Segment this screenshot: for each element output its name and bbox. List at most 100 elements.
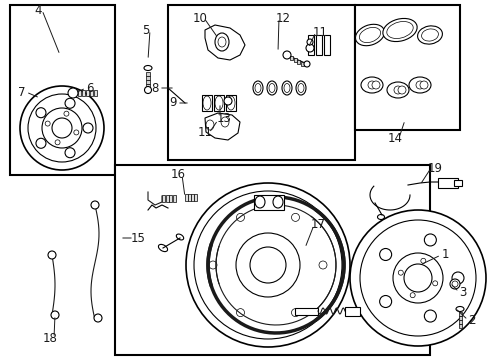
Bar xyxy=(162,195,165,202)
Bar xyxy=(254,195,284,210)
Bar xyxy=(115,165,430,355)
Bar xyxy=(188,194,191,201)
Circle shape xyxy=(250,247,286,283)
Bar xyxy=(295,308,318,315)
Circle shape xyxy=(319,261,327,269)
Bar xyxy=(454,180,462,186)
Circle shape xyxy=(393,253,443,303)
Bar xyxy=(459,324,462,328)
Circle shape xyxy=(307,39,313,45)
Bar xyxy=(166,195,169,202)
Bar xyxy=(146,84,150,87)
Text: 14: 14 xyxy=(388,131,402,144)
Text: 15: 15 xyxy=(130,231,146,244)
Circle shape xyxy=(65,98,75,108)
Ellipse shape xyxy=(387,82,409,98)
Text: 13: 13 xyxy=(217,112,231,125)
Circle shape xyxy=(186,183,350,347)
Circle shape xyxy=(65,148,75,158)
Bar xyxy=(438,178,458,188)
Text: 10: 10 xyxy=(193,12,207,24)
Bar xyxy=(459,320,462,324)
Bar xyxy=(459,312,462,315)
Text: 11: 11 xyxy=(197,126,213,139)
Text: 18: 18 xyxy=(43,332,57,345)
Circle shape xyxy=(350,210,486,346)
Ellipse shape xyxy=(361,77,383,93)
Bar xyxy=(90,90,93,96)
Text: 7: 7 xyxy=(18,85,26,99)
Bar xyxy=(94,90,97,96)
Circle shape xyxy=(48,251,56,259)
Circle shape xyxy=(404,264,432,292)
Polygon shape xyxy=(205,25,245,60)
Circle shape xyxy=(52,118,72,138)
Circle shape xyxy=(398,270,403,275)
Circle shape xyxy=(224,97,232,105)
Circle shape xyxy=(36,138,46,148)
Ellipse shape xyxy=(356,24,385,46)
Bar xyxy=(202,95,212,111)
Bar xyxy=(185,194,188,201)
Circle shape xyxy=(410,293,415,298)
Text: 19: 19 xyxy=(427,162,442,175)
Circle shape xyxy=(283,51,291,59)
Bar xyxy=(146,72,150,76)
Circle shape xyxy=(64,111,69,116)
Bar xyxy=(308,35,314,55)
Bar xyxy=(78,90,81,96)
Text: 5: 5 xyxy=(142,23,149,36)
Circle shape xyxy=(91,201,99,209)
Circle shape xyxy=(368,81,376,89)
Bar xyxy=(86,90,89,96)
Circle shape xyxy=(42,108,82,148)
Ellipse shape xyxy=(417,26,442,44)
Bar xyxy=(316,35,322,55)
Circle shape xyxy=(20,86,104,170)
Circle shape xyxy=(83,123,93,133)
Polygon shape xyxy=(205,113,240,140)
Bar xyxy=(459,316,462,320)
Bar xyxy=(294,58,296,62)
Text: 6: 6 xyxy=(86,81,94,94)
Bar xyxy=(300,62,303,66)
Ellipse shape xyxy=(144,66,152,71)
Circle shape xyxy=(394,86,402,94)
Circle shape xyxy=(45,121,50,126)
Circle shape xyxy=(380,296,392,307)
Bar xyxy=(172,195,175,202)
Bar xyxy=(226,95,236,111)
Bar xyxy=(194,194,196,201)
Bar xyxy=(146,80,150,84)
Bar xyxy=(297,60,300,64)
Text: 17: 17 xyxy=(311,219,325,231)
Bar xyxy=(146,76,150,80)
Bar xyxy=(191,194,194,201)
Circle shape xyxy=(51,311,59,319)
Bar xyxy=(169,195,172,202)
Text: 8: 8 xyxy=(151,81,159,94)
Circle shape xyxy=(36,108,46,118)
Circle shape xyxy=(292,309,299,317)
Circle shape xyxy=(450,279,460,289)
Bar xyxy=(10,5,115,175)
Circle shape xyxy=(237,213,245,221)
Bar xyxy=(324,35,330,55)
Bar xyxy=(345,307,360,316)
Text: 3: 3 xyxy=(459,285,466,298)
Circle shape xyxy=(360,220,476,336)
Circle shape xyxy=(28,94,96,162)
Circle shape xyxy=(416,81,424,89)
Circle shape xyxy=(236,233,300,297)
Circle shape xyxy=(372,81,380,89)
Circle shape xyxy=(424,234,437,246)
Text: 9: 9 xyxy=(169,96,177,109)
Text: 16: 16 xyxy=(171,168,186,181)
Circle shape xyxy=(68,88,78,98)
Circle shape xyxy=(433,281,438,286)
Circle shape xyxy=(194,191,342,339)
Circle shape xyxy=(421,258,426,263)
Circle shape xyxy=(292,213,299,221)
Circle shape xyxy=(424,310,437,322)
Circle shape xyxy=(55,140,60,145)
